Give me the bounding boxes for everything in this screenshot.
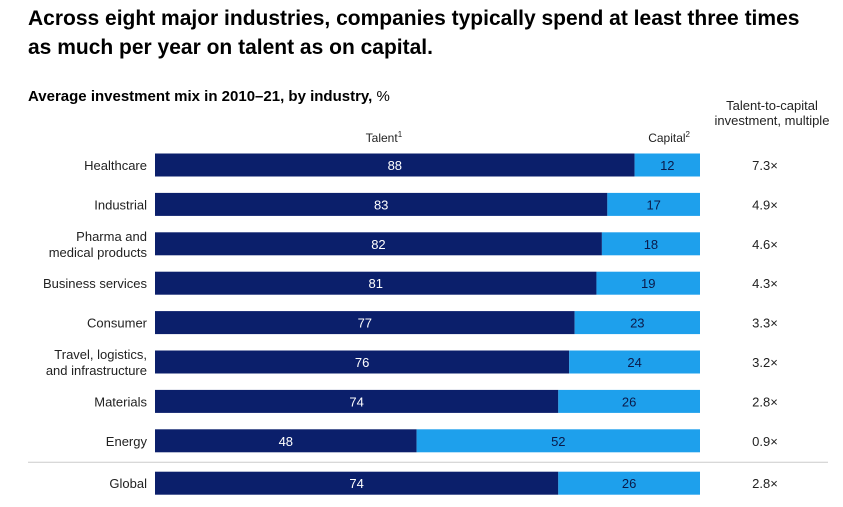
multiple-value-label: 4.9×: [752, 197, 778, 212]
talent-bar: [155, 350, 570, 374]
capital-bar: [601, 232, 700, 256]
multiple-value-label: 7.3×: [752, 158, 778, 173]
capital-value-label: 18: [644, 237, 658, 252]
subtitle-unit: %: [376, 88, 390, 105]
talent-value-label: 74: [349, 476, 363, 491]
talent-bar: [155, 153, 635, 177]
multiple-value-label: 3.3×: [752, 316, 778, 331]
category-label: Travel, logistics, and infrastructure: [46, 347, 147, 378]
talent-value-label: 81: [368, 276, 382, 291]
category-label: Materials: [94, 394, 147, 409]
category-label: Consumer: [87, 316, 148, 331]
capital-bar: [558, 471, 700, 495]
capital-series-label: Capital2: [648, 130, 690, 145]
talent-value-label: 88: [388, 158, 402, 173]
multiple-column-header: Talent-to-capital investment, multiple: [714, 98, 830, 128]
capital-bar: [416, 429, 700, 453]
multiple-value-label: 2.8×: [752, 394, 778, 409]
talent-value-label: 83: [374, 197, 388, 212]
capital-bar: [574, 311, 700, 335]
multiple-value-label: 2.8×: [752, 476, 778, 491]
chart-title: Across eight major industries, companies…: [28, 7, 800, 59]
capital-value-label: 19: [641, 276, 655, 291]
talent-value-label: 76: [355, 355, 369, 370]
category-label: Business services: [43, 276, 148, 291]
talent-value-label: 77: [358, 316, 372, 331]
capital-value-label: 26: [622, 476, 636, 491]
capital-bar: [634, 153, 700, 177]
chart-subtitle: Average investment mix in 2010–21, by in…: [28, 88, 390, 105]
capital-bar: [569, 350, 700, 374]
talent-value-label: 82: [371, 237, 385, 252]
capital-bar: [558, 389, 700, 413]
capital-bar: [596, 271, 700, 295]
talent-bar: [155, 471, 559, 495]
multiple-value-label: 0.9×: [752, 434, 778, 449]
talent-bar: [155, 271, 597, 295]
multiple-value-label: 3.2×: [752, 355, 778, 370]
capital-value-label: 23: [630, 316, 644, 331]
capital-value-label: 52: [551, 434, 565, 449]
talent-bar: [155, 429, 417, 453]
capital-value-label: 24: [627, 355, 641, 370]
category-label: Pharma and medical products: [49, 229, 148, 260]
capital-value-label: 17: [646, 197, 660, 212]
category-label: Healthcare: [84, 158, 147, 173]
talent-value-label: 74: [349, 394, 363, 409]
category-label: Energy: [106, 434, 148, 449]
talent-bar: [155, 389, 559, 413]
category-label: Industrial: [94, 197, 147, 212]
capital-value-label: 12: [660, 158, 674, 173]
talent-bar: [155, 192, 608, 216]
talent-value-label: 48: [279, 434, 293, 449]
multiple-value-label: 4.3×: [752, 276, 778, 291]
talent-bar: [155, 311, 575, 335]
capital-bar: [607, 192, 700, 216]
talent-bar: [155, 232, 602, 256]
category-label: Global: [109, 476, 147, 491]
capital-value-label: 26: [622, 394, 636, 409]
subtitle-text: Average investment mix in 2010–21, by in…: [28, 88, 373, 105]
talent-series-label: Talent1: [366, 130, 403, 145]
multiple-value-label: 4.6×: [752, 237, 778, 252]
